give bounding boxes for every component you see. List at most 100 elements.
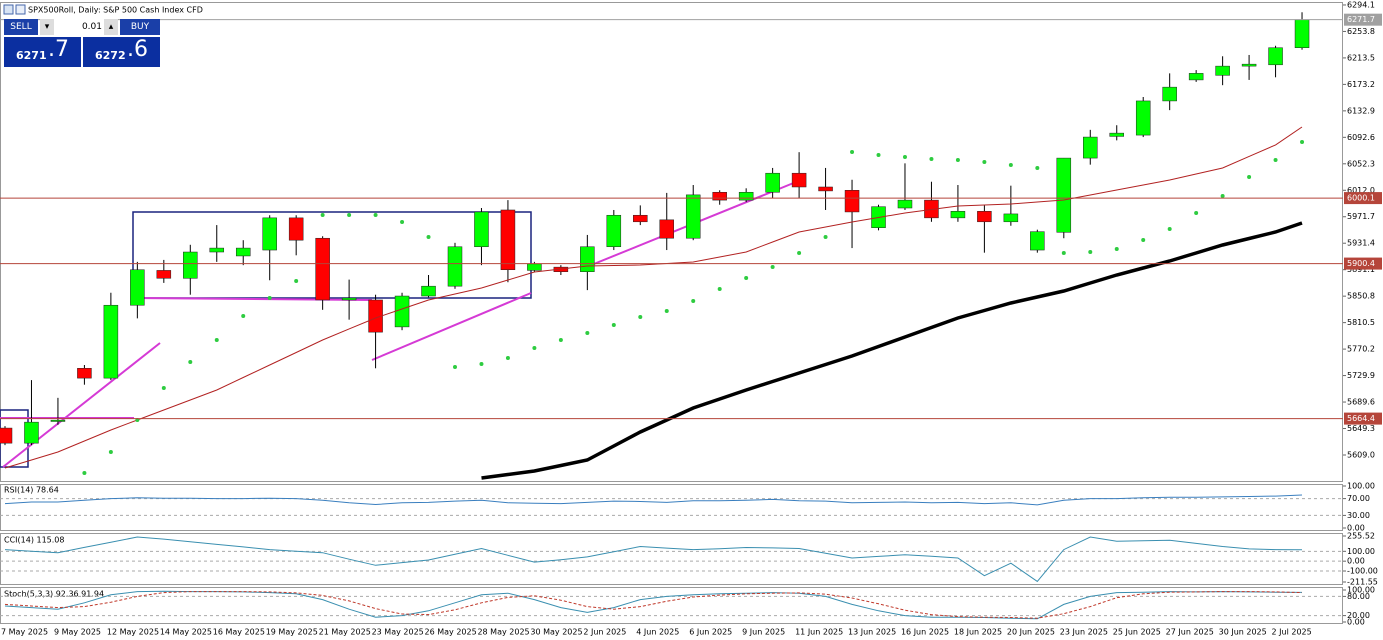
- lot-down[interactable]: ▾: [40, 19, 54, 35]
- rectangle-drawing: [132, 211, 532, 299]
- x-tick-label: 19 May 2025: [266, 628, 318, 637]
- sar-dot: [770, 264, 775, 269]
- y-tick-label: 5971.7: [1347, 212, 1375, 221]
- candle-body: [130, 269, 145, 306]
- candle-body: [527, 263, 542, 271]
- sar-dot: [452, 364, 457, 369]
- y-tick-label: 100.00: [1347, 586, 1375, 595]
- sar-dot: [1220, 193, 1225, 198]
- candle-body: [1215, 65, 1230, 76]
- bid-label: 6271.7: [1347, 15, 1375, 24]
- sar-dot: [876, 152, 881, 157]
- sell-button[interactable]: SELL: [4, 19, 38, 35]
- candle-body: [950, 211, 966, 219]
- sar-dot: [611, 322, 616, 327]
- buy-button[interactable]: BUY: [120, 19, 160, 35]
- ask-price: 6272: [95, 49, 126, 62]
- sar-dot: [294, 278, 299, 283]
- x-tick-label: 11 Jun 2025: [795, 628, 843, 637]
- sar-dot: [1273, 157, 1278, 162]
- cci-pane-border: [0, 533, 1343, 585]
- x-tick-label: 12 May 2025: [107, 628, 159, 637]
- sar-dot: [267, 295, 272, 300]
- x-tick-label: 14 May 2025: [160, 628, 212, 637]
- sar-dot: [585, 331, 590, 336]
- candle-body: [500, 209, 516, 271]
- y-tick-label: 6012.0: [1347, 186, 1375, 195]
- y-tick-label: 100.00: [1347, 482, 1375, 491]
- trade-panel: SELL ▾ 0.01 ▴ BUY 6271 .7 6272 .6: [4, 19, 160, 67]
- x-tick-label: 30 Jun 2025: [1219, 628, 1267, 637]
- drawings: [0, 181, 797, 468]
- sar-dot: [1167, 227, 1172, 232]
- sar-dot: [664, 309, 669, 314]
- sar-dot: [1300, 139, 1305, 144]
- candle-body: [0, 427, 13, 444]
- candle-body: [315, 237, 330, 301]
- candle-body: [474, 211, 489, 248]
- candle-body: [977, 211, 992, 223]
- x-tick-label: 30 May 2025: [530, 628, 582, 637]
- price-label-box: [1344, 257, 1382, 270]
- x-tick-label: 2 Jul 2025: [1272, 628, 1312, 637]
- candle-body: [341, 297, 357, 301]
- sar-dot: [188, 359, 193, 364]
- y-tick-label: 5729.9: [1347, 371, 1375, 380]
- candle-body: [1056, 157, 1072, 233]
- trend-line: [133, 297, 373, 301]
- candle-body: [685, 194, 701, 239]
- x-tick-label: 2 Jun 2025: [583, 628, 626, 637]
- x-tick-label: 27 Jun 2025: [1166, 628, 1214, 637]
- candle-body: [421, 285, 436, 297]
- candle-body: [235, 247, 251, 257]
- icon: [3, 4, 14, 15]
- pane-title: SPX500Roll, Daily: S&P 500 Cash Index CF…: [28, 6, 203, 15]
- sar-dot: [373, 212, 378, 217]
- y-tick-label: 80.00: [1347, 592, 1370, 601]
- x-tick-label: 26 May 2025: [425, 628, 477, 637]
- candle-body: [288, 217, 304, 241]
- y-tick-label: 5689.6: [1347, 398, 1375, 407]
- ask-box[interactable]: 6272 .6: [83, 37, 160, 67]
- lot-up[interactable]: ▴: [104, 19, 118, 35]
- candle-body: [765, 172, 780, 193]
- sar-dot: [1141, 237, 1146, 242]
- lot-input[interactable]: 0.01: [54, 19, 104, 35]
- y-tick-label: 0.00: [1347, 524, 1365, 533]
- y-tick-label: 6294.1: [1347, 0, 1375, 9]
- icon: [15, 4, 26, 15]
- sar-dot: [108, 450, 113, 455]
- sar-dot: [505, 355, 510, 360]
- candle-body: [183, 251, 198, 279]
- sar-dot: [691, 299, 696, 304]
- y-tick-label: 5810.5: [1347, 318, 1375, 327]
- sar-dot: [400, 219, 405, 224]
- candle-body: [24, 421, 39, 444]
- sar-dot: [1247, 175, 1252, 180]
- candle-body: [50, 419, 66, 422]
- x-tick-label: 18 Jun 2025: [954, 628, 1002, 637]
- y-tick-label: 70.00: [1347, 494, 1370, 503]
- candle-body: [1241, 63, 1257, 67]
- y-tick-label: 100.00: [1347, 547, 1375, 556]
- candle-body: [262, 217, 277, 251]
- sar-dot: [902, 154, 907, 159]
- sar-dot: [214, 337, 219, 342]
- candle-body: [1083, 136, 1098, 159]
- sar-dot: [638, 314, 643, 319]
- price-label: 5664.4: [1347, 414, 1375, 423]
- bid-box[interactable]: 6271 .7: [4, 37, 81, 67]
- sar-dot: [347, 212, 352, 217]
- x-tick-label: 9 Jun 2025: [742, 628, 785, 637]
- y-tick-label: 5931.4: [1347, 239, 1375, 248]
- candle-body: [1162, 86, 1177, 102]
- bid-fraction: .7: [48, 37, 69, 62]
- sar-dot: [320, 212, 325, 217]
- y-tick-label: 5850.8: [1347, 292, 1375, 301]
- y-tick-label: 30.00: [1347, 511, 1370, 520]
- candle-body: [818, 186, 833, 192]
- pane-title: RSI(14) 78.64: [4, 486, 59, 495]
- sar-dot: [161, 385, 166, 390]
- sar-dot: [982, 159, 987, 164]
- indicator-line: [4, 536, 1303, 583]
